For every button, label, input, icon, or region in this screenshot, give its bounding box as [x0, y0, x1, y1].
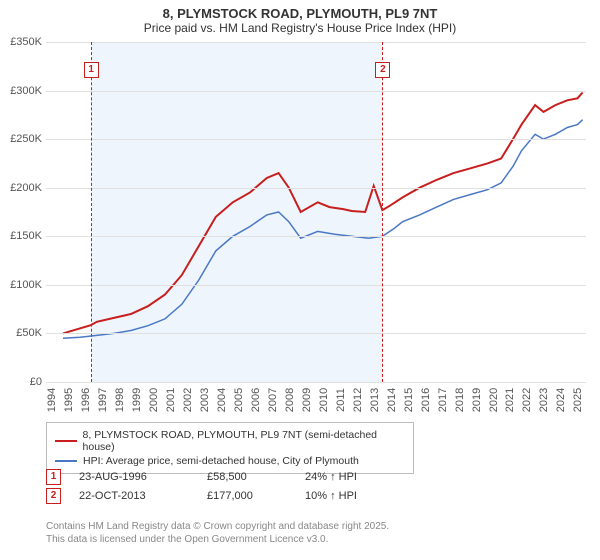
- x-tick-label: 1999: [131, 388, 143, 412]
- x-tick-label: 2020: [488, 388, 500, 412]
- series-line-price_paid: [63, 93, 583, 334]
- gridline-h: [46, 333, 586, 334]
- gridline-h: [46, 91, 586, 92]
- marker-line: [91, 42, 92, 382]
- gridline-h: [46, 139, 586, 140]
- event-marker-box: 2: [46, 488, 61, 504]
- chart-title-1: 8, PLYMSTOCK ROAD, PLYMOUTH, PL9 7NT: [0, 0, 600, 21]
- event-delta: 10% ↑ HPI: [305, 490, 357, 502]
- event-price: £177,000: [207, 490, 287, 502]
- x-tick-label: 2005: [233, 388, 245, 412]
- y-tick-label: £150K: [10, 230, 42, 242]
- x-tick-label: 2022: [521, 388, 533, 412]
- x-tick-label: 2007: [267, 388, 279, 412]
- footer-line: This data is licensed under the Open Gov…: [46, 533, 389, 546]
- event-date: 23-AUG-1996: [79, 471, 189, 483]
- x-tick-label: 2021: [504, 388, 516, 412]
- x-tick-label: 2023: [538, 388, 550, 412]
- x-tick-label: 2013: [369, 388, 381, 412]
- x-tick-label: 2018: [454, 388, 466, 412]
- event-price: £58,500: [207, 471, 287, 483]
- x-tick-label: 2008: [284, 388, 296, 412]
- x-tick-label: 2025: [572, 388, 584, 412]
- x-tick-label: 2004: [216, 388, 228, 412]
- y-tick-label: £250K: [10, 133, 42, 145]
- x-tick-label: 1994: [46, 388, 58, 412]
- legend-swatch: [55, 440, 77, 442]
- gridline-h: [46, 42, 586, 43]
- footer: Contains HM Land Registry data © Crown c…: [46, 520, 389, 546]
- gridline-h: [46, 236, 586, 237]
- x-tick-label: 1996: [80, 388, 92, 412]
- event-delta: 24% ↑ HPI: [305, 471, 357, 483]
- gridline-h: [46, 382, 586, 383]
- marker-line: [382, 42, 383, 382]
- x-tick-label: 2003: [199, 388, 211, 412]
- y-tick-label: £50K: [16, 327, 42, 339]
- legend-swatch: [55, 460, 77, 462]
- x-tick-label: 2010: [318, 388, 330, 412]
- x-tick-label: 2015: [403, 388, 415, 412]
- marker-box: 1: [84, 62, 99, 78]
- chart-lines: [46, 42, 586, 382]
- x-tick-label: 2017: [437, 388, 449, 412]
- y-tick-label: £300K: [10, 85, 42, 97]
- y-tick-label: £0: [30, 376, 42, 388]
- x-tick-label: 2016: [420, 388, 432, 412]
- x-tick-label: 1998: [114, 388, 126, 412]
- y-tick-label: £350K: [10, 36, 42, 48]
- x-tick-label: 2014: [386, 388, 398, 412]
- x-tick-label: 2006: [250, 388, 262, 412]
- y-tick-label: £100K: [10, 279, 42, 291]
- x-tick-label: 2009: [301, 388, 313, 412]
- gridline-h: [46, 188, 586, 189]
- chart-plot-area: £0£50K£100K£150K£200K£250K£300K£350K1994…: [46, 42, 586, 382]
- y-tick-label: £200K: [10, 182, 42, 194]
- marker-box: 2: [375, 62, 390, 78]
- x-tick-label: 2000: [148, 388, 160, 412]
- x-tick-label: 2019: [471, 388, 483, 412]
- legend-row: 8, PLYMSTOCK ROAD, PLYMOUTH, PL9 7NT (se…: [55, 429, 405, 453]
- event-row: 1 23-AUG-1996 £58,500 24% ↑ HPI: [46, 469, 357, 485]
- x-tick-label: 2002: [182, 388, 194, 412]
- chart-title-2: Price paid vs. HM Land Registry's House …: [0, 21, 600, 37]
- x-tick-label: 1997: [97, 388, 109, 412]
- x-tick-label: 2011: [335, 388, 347, 412]
- event-marker-box: 1: [46, 469, 61, 485]
- legend-label: 8, PLYMSTOCK ROAD, PLYMOUTH, PL9 7NT (se…: [83, 429, 405, 453]
- event-row: 2 22-OCT-2013 £177,000 10% ↑ HPI: [46, 488, 357, 504]
- event-date: 22-OCT-2013: [79, 490, 189, 502]
- events-table: 1 23-AUG-1996 £58,500 24% ↑ HPI 2 22-OCT-2013…: [46, 466, 357, 507]
- x-tick-label: 1995: [63, 388, 75, 412]
- gridline-h: [46, 285, 586, 286]
- x-tick-label: 2012: [352, 388, 364, 412]
- footer-line: Contains HM Land Registry data © Crown c…: [46, 520, 389, 533]
- x-tick-label: 2024: [555, 388, 567, 412]
- x-tick-label: 2001: [165, 388, 177, 412]
